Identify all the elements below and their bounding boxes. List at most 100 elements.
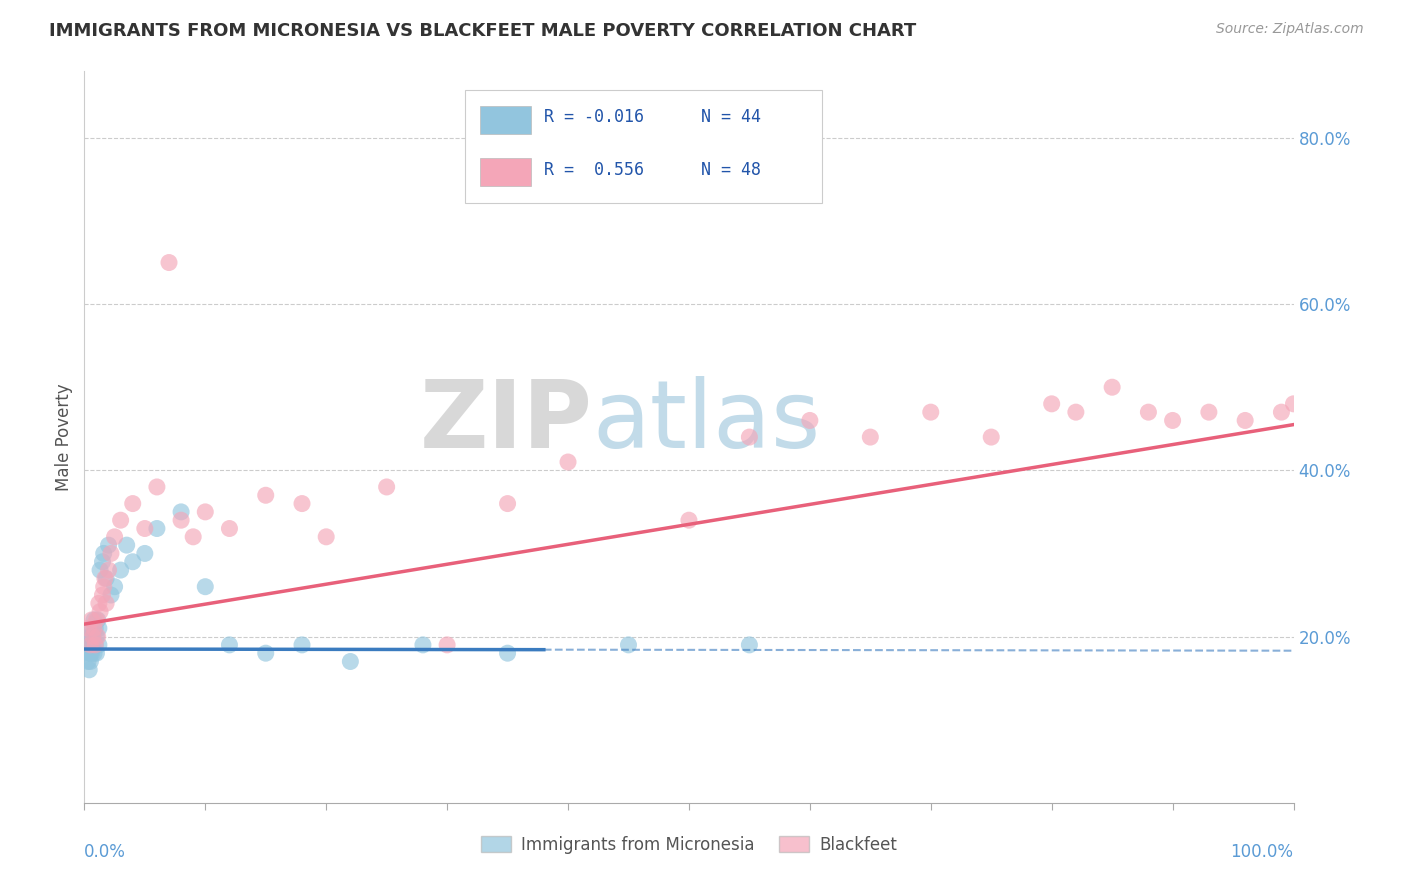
- Text: IMMIGRANTS FROM MICRONESIA VS BLACKFEET MALE POVERTY CORRELATION CHART: IMMIGRANTS FROM MICRONESIA VS BLACKFEET …: [49, 22, 917, 40]
- Point: [291, 638, 314, 652]
- Text: 0.0%: 0.0%: [84, 843, 127, 861]
- Point: [121, 555, 143, 569]
- Point: [617, 638, 640, 652]
- Point: [89, 605, 111, 619]
- Point: [86, 630, 108, 644]
- Point: [77, 663, 100, 677]
- Point: [80, 630, 103, 644]
- Text: N = 48: N = 48: [702, 161, 761, 179]
- Point: [79, 646, 101, 660]
- Point: [77, 621, 100, 635]
- Text: R = -0.016: R = -0.016: [544, 109, 644, 127]
- Point: [146, 480, 169, 494]
- Point: [97, 563, 120, 577]
- Text: R =  0.556: R = 0.556: [544, 161, 644, 179]
- Point: [436, 638, 458, 652]
- Point: [157, 255, 180, 269]
- Point: [83, 613, 105, 627]
- Point: [1040, 397, 1063, 411]
- Point: [77, 638, 100, 652]
- Point: [104, 580, 127, 594]
- Point: [77, 655, 100, 669]
- Point: [412, 638, 434, 652]
- Bar: [479, 106, 530, 134]
- Point: [79, 655, 101, 669]
- Point: [94, 571, 117, 585]
- Point: [84, 621, 107, 635]
- Point: [1064, 405, 1087, 419]
- Point: [194, 580, 217, 594]
- Legend: Immigrants from Micronesia, Blackfeet: Immigrants from Micronesia, Blackfeet: [474, 829, 904, 860]
- Point: [86, 613, 108, 627]
- Point: [94, 596, 117, 610]
- Point: [82, 621, 104, 635]
- Bar: [479, 159, 530, 186]
- Point: [738, 638, 761, 652]
- Point: [82, 630, 104, 644]
- Point: [254, 488, 277, 502]
- FancyBboxPatch shape: [465, 90, 823, 203]
- Point: [170, 513, 193, 527]
- Point: [83, 621, 105, 635]
- Point: [181, 530, 204, 544]
- Point: [859, 430, 882, 444]
- Point: [100, 546, 122, 560]
- Point: [291, 497, 314, 511]
- Point: [83, 646, 105, 660]
- Point: [920, 405, 942, 419]
- Point: [218, 521, 240, 535]
- Point: [86, 646, 108, 660]
- Point: [89, 563, 111, 577]
- Point: [170, 505, 193, 519]
- Point: [91, 588, 114, 602]
- Point: [121, 497, 143, 511]
- Point: [1161, 413, 1184, 427]
- Point: [496, 646, 519, 660]
- Point: [97, 538, 120, 552]
- Point: [87, 596, 110, 610]
- Point: [82, 638, 104, 652]
- Point: [77, 630, 100, 644]
- Point: [134, 521, 156, 535]
- Text: ZIP: ZIP: [419, 376, 592, 468]
- Point: [146, 521, 169, 535]
- Point: [315, 530, 337, 544]
- Point: [557, 455, 579, 469]
- Point: [678, 513, 700, 527]
- Point: [1137, 405, 1160, 419]
- Point: [115, 538, 138, 552]
- Point: [254, 646, 277, 660]
- Point: [91, 555, 114, 569]
- Point: [1282, 397, 1305, 411]
- Point: [496, 497, 519, 511]
- Point: [1234, 413, 1257, 427]
- Point: [82, 630, 104, 644]
- Point: [86, 630, 108, 644]
- Point: [738, 430, 761, 444]
- Point: [87, 638, 110, 652]
- Text: 100.0%: 100.0%: [1230, 843, 1294, 861]
- Text: Source: ZipAtlas.com: Source: ZipAtlas.com: [1216, 22, 1364, 37]
- Point: [1270, 405, 1292, 419]
- Point: [79, 638, 101, 652]
- Point: [76, 646, 98, 660]
- Point: [80, 613, 103, 627]
- Point: [93, 546, 115, 560]
- Point: [218, 638, 240, 652]
- Text: atlas: atlas: [592, 376, 821, 468]
- Point: [80, 646, 103, 660]
- Point: [110, 513, 132, 527]
- Point: [100, 588, 122, 602]
- Point: [980, 430, 1002, 444]
- Point: [339, 655, 361, 669]
- Point: [86, 613, 108, 627]
- Point: [87, 621, 110, 635]
- Point: [134, 546, 156, 560]
- Y-axis label: Male Poverty: Male Poverty: [55, 384, 73, 491]
- Point: [84, 638, 107, 652]
- Point: [110, 563, 132, 577]
- Text: N = 44: N = 44: [702, 109, 761, 127]
- Point: [104, 530, 127, 544]
- Point: [94, 571, 117, 585]
- Point: [1198, 405, 1220, 419]
